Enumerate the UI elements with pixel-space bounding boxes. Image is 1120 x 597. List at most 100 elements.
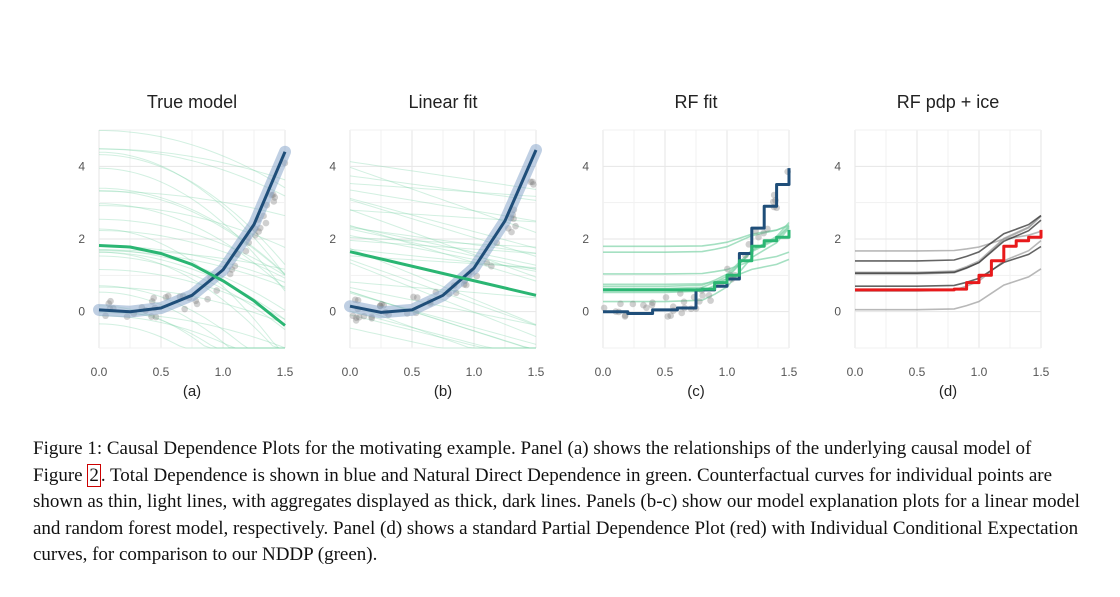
y-tick-label: 2 — [834, 232, 841, 246]
y-tick-label: 4 — [582, 159, 589, 173]
figure-reference-link[interactable]: 2 — [87, 463, 101, 487]
ice-curve — [349, 175, 537, 201]
ice-curve — [98, 285, 285, 349]
data-point — [640, 301, 647, 309]
data-point — [242, 247, 250, 255]
ice-curve — [349, 183, 537, 197]
panel-title: RF fit — [675, 92, 718, 112]
data-point — [667, 312, 674, 320]
data-point — [699, 292, 706, 299]
data-point — [705, 292, 713, 299]
total-dependence-line — [349, 149, 538, 314]
ice-curve — [349, 239, 537, 254]
ice-curve — [99, 249, 286, 270]
x-tick-label: 1.5 — [781, 365, 798, 379]
data-point — [355, 313, 363, 321]
data-point — [680, 298, 688, 306]
ice-curve — [349, 225, 537, 266]
data-point — [181, 305, 188, 313]
data-point — [193, 300, 201, 308]
ice-curve — [98, 167, 286, 292]
x-tick-label: 0.5 — [404, 365, 421, 379]
data-point — [152, 313, 160, 321]
ice-curve — [603, 223, 790, 253]
x-tick-label: 0.0 — [342, 365, 359, 379]
ice-curve — [855, 268, 1042, 311]
caption-text: Figure 1: Causal Dependence Plots for th… — [33, 438, 1032, 486]
data-point — [760, 229, 767, 237]
data-point — [204, 295, 211, 303]
data-point — [352, 317, 360, 324]
x-tick-label: 0.0 — [847, 365, 864, 379]
x-tick-label: 1.0 — [719, 365, 736, 379]
panel-b: Linear fit 0 2 4 0.0 0.5 1.0 1.5 (b) — [329, 92, 544, 400]
data-point — [353, 314, 360, 321]
data-point — [512, 222, 519, 230]
panel-label: (c) — [687, 383, 705, 400]
data-point — [621, 313, 629, 320]
data-point — [629, 300, 637, 308]
ice-curve — [855, 230, 1042, 252]
ice-curve — [98, 148, 286, 197]
ice-curve — [855, 214, 1042, 262]
data-point — [349, 312, 357, 320]
ice-curve — [349, 235, 537, 272]
data-point — [664, 313, 672, 320]
natural-direct-dependence-line — [98, 244, 286, 327]
x-tick-label: 1.5 — [277, 365, 294, 379]
data-point — [270, 198, 278, 205]
ice-curve — [98, 291, 285, 349]
data-point — [764, 225, 771, 233]
figure-panels: True model 0 2 4 0.0 0.5 1.0 1.5 (a) Linear fit 0 2… — [78, 92, 1049, 400]
ice-curve — [98, 323, 285, 349]
x-tick-label: 0.0 — [91, 365, 108, 379]
ice-curve — [98, 190, 286, 217]
data-point — [662, 294, 670, 301]
ice-curve — [349, 228, 537, 270]
ice-curve — [349, 161, 537, 190]
data-point — [724, 265, 731, 273]
panel-a: True model 0 2 4 0.0 0.5 1.0 1.5 (a) — [78, 92, 293, 400]
x-tick-label: 0.0 — [595, 365, 612, 379]
data-point — [755, 233, 762, 241]
data-point — [649, 299, 656, 306]
natural-direct-dependence-line — [603, 229, 791, 292]
data-point — [165, 292, 172, 300]
ice-curve — [98, 228, 285, 349]
ice-curve — [98, 269, 286, 321]
ice-curve — [349, 314, 536, 349]
data-point — [378, 300, 385, 308]
data-point — [600, 304, 608, 312]
data-point — [648, 301, 656, 309]
data-point — [770, 198, 777, 206]
y-tick-label: 2 — [582, 232, 589, 246]
y-tick-label: 4 — [834, 159, 841, 173]
panel-c: RF fit 0 2 4 0.0 0.5 1.0 1.5 (c) — [582, 92, 797, 400]
x-tick-label: 0.5 — [153, 365, 170, 379]
panel-label: (b) — [434, 383, 452, 400]
data-point — [643, 304, 650, 312]
total-dependence-line — [603, 168, 791, 315]
ice-curve — [98, 251, 286, 320]
caption-text-continued: . Total Dependence is shown in blue and … — [33, 464, 1080, 566]
ice-curve — [349, 224, 537, 282]
data-point — [213, 287, 221, 294]
ice-curve — [349, 227, 537, 254]
data-point — [530, 181, 537, 188]
y-tick-label: 2 — [78, 232, 85, 246]
natural-direct-dependence-line — [349, 250, 537, 297]
ice-curve — [349, 209, 537, 278]
data-point — [107, 297, 114, 305]
ice-curve — [98, 230, 286, 279]
ice-curve — [98, 190, 286, 276]
data-point — [488, 262, 495, 270]
panel-label: (a) — [183, 383, 201, 400]
y-tick-label: 4 — [329, 159, 336, 173]
panel-title: True model — [147, 92, 237, 112]
data-point — [707, 297, 714, 304]
partial-dependence-line — [855, 229, 1043, 292]
ice-curve — [99, 203, 286, 290]
data-point — [271, 194, 279, 201]
x-tick-label: 1.5 — [528, 365, 545, 379]
ice-curve — [349, 248, 537, 270]
